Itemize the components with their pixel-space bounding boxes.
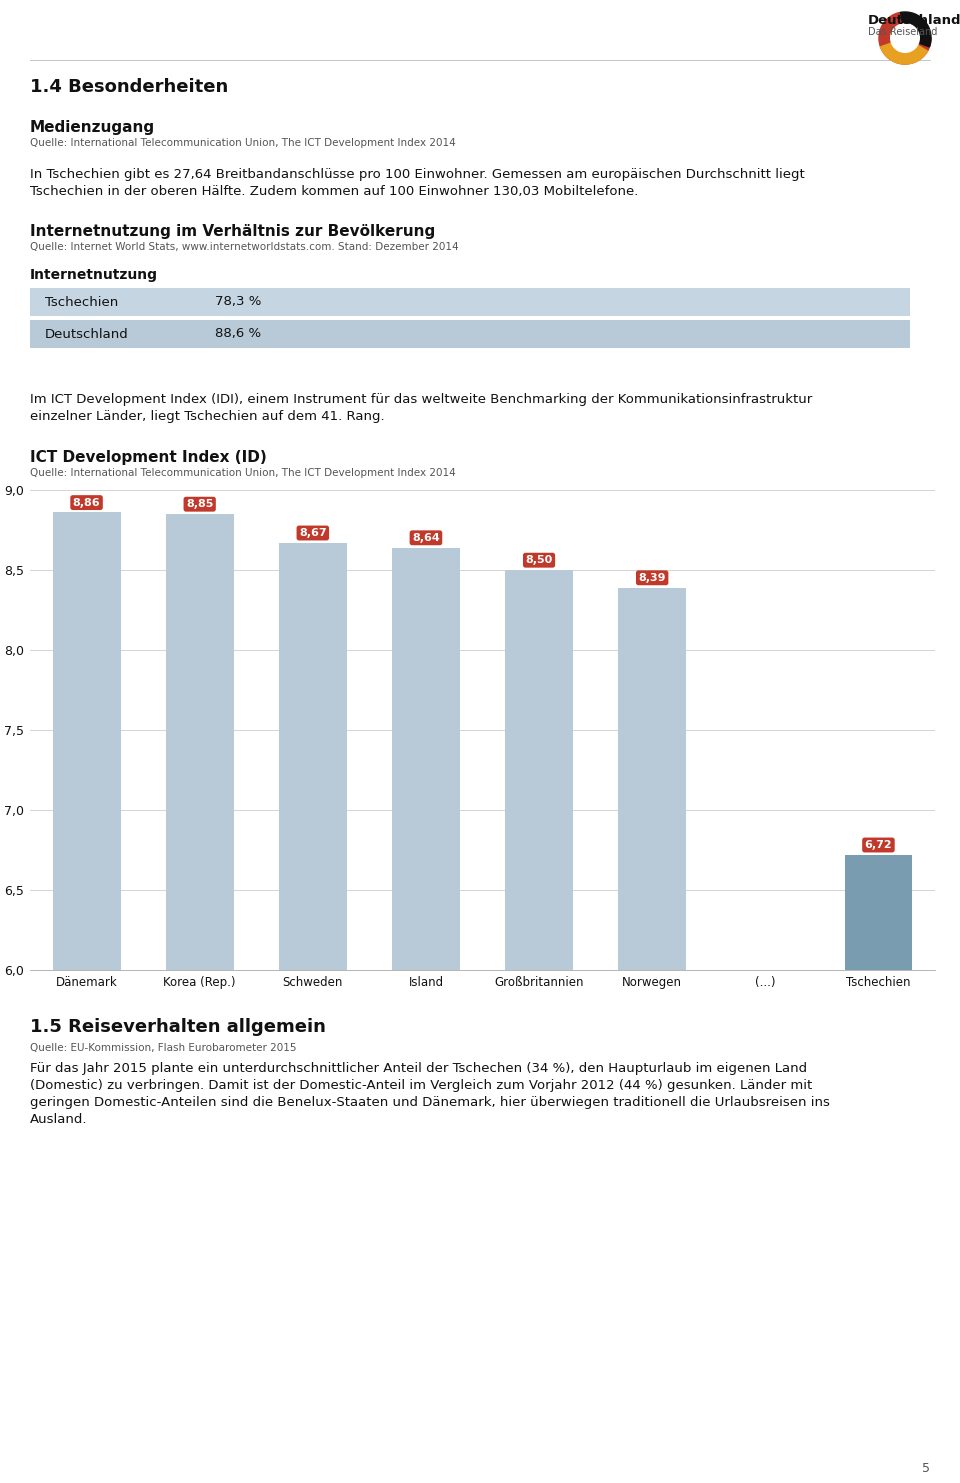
Text: 8,39: 8,39 <box>638 572 666 583</box>
Text: 8,50: 8,50 <box>525 555 553 565</box>
Text: Internetnutzung: Internetnutzung <box>30 268 158 282</box>
Text: Im ICT Development Index (IDI), einem Instrument für das weltweite Benchmarking : Im ICT Development Index (IDI), einem In… <box>30 393 812 406</box>
Text: Deutschland: Deutschland <box>868 13 960 27</box>
Text: Für das Jahr 2015 plante ein unterdurchschnittlicher Anteil der Tschechen (34 %): Für das Jahr 2015 plante ein unterdurchs… <box>30 1062 807 1075</box>
Circle shape <box>891 24 920 52</box>
Bar <box>166 515 233 970</box>
Text: In Tschechien gibt es 27,64 Breitbandanschlüsse pro 100 Einwohner. Gemessen am e: In Tschechien gibt es 27,64 Breitbandans… <box>30 168 804 181</box>
Bar <box>53 513 121 970</box>
Text: 8,85: 8,85 <box>186 500 213 509</box>
Bar <box>278 543 347 970</box>
Text: Quelle: International Telecommunication Union, The ICT Development Index 2014: Quelle: International Telecommunication … <box>30 138 456 148</box>
Text: Ausland.: Ausland. <box>30 1114 87 1126</box>
Wedge shape <box>879 12 931 64</box>
Text: Quelle: EU-Kommission, Flash Eurobarometer 2015: Quelle: EU-Kommission, Flash Eurobaromet… <box>30 1043 297 1053</box>
Text: 88,6 %: 88,6 % <box>215 328 261 341</box>
Text: 6,72: 6,72 <box>865 839 892 850</box>
Text: Tschechien: Tschechien <box>45 295 118 308</box>
Text: Quelle: Internet World Stats, www.internetworldstats.com. Stand: Dezember 2014: Quelle: Internet World Stats, www.intern… <box>30 242 459 252</box>
Bar <box>845 854 912 970</box>
Text: 78,3 %: 78,3 % <box>215 295 261 308</box>
Text: geringen Domestic-Anteilen sind die Benelux-Staaten und Dänemark, hier überwiege: geringen Domestic-Anteilen sind die Bene… <box>30 1096 829 1109</box>
Bar <box>30 320 910 349</box>
Text: Medienzugang: Medienzugang <box>30 120 156 135</box>
Text: Deutschland: Deutschland <box>45 328 129 341</box>
Text: 8,67: 8,67 <box>299 528 326 538</box>
Circle shape <box>879 12 931 64</box>
Text: 8,64: 8,64 <box>412 532 440 543</box>
Text: Tschechien in der oberen Hälfte. Zudem kommen auf 100 Einwohner 130,03 Mobiltele: Tschechien in der oberen Hälfte. Zudem k… <box>30 185 638 199</box>
Text: Das Reiseland: Das Reiseland <box>868 27 937 37</box>
Bar <box>505 569 573 970</box>
Text: 5: 5 <box>922 1462 930 1476</box>
Wedge shape <box>880 39 927 64</box>
Text: 1.4 Besonderheiten: 1.4 Besonderheiten <box>30 79 228 96</box>
Text: 1.5 Reiseverhalten allgemein: 1.5 Reiseverhalten allgemein <box>30 1017 325 1037</box>
Text: Internetnutzung im Verhältnis zur Bevölkerung: Internetnutzung im Verhältnis zur Bevölk… <box>30 224 435 239</box>
Bar <box>392 547 460 970</box>
Bar <box>30 288 910 316</box>
Wedge shape <box>900 12 931 47</box>
Text: einzelner Länder, liegt Tschechien auf dem 41. Rang.: einzelner Länder, liegt Tschechien auf d… <box>30 409 385 423</box>
Bar <box>618 587 686 970</box>
Text: ICT Development Index (ID): ICT Development Index (ID) <box>30 449 267 466</box>
Text: Quelle: International Telecommunication Union, The ICT Development Index 2014: Quelle: International Telecommunication … <box>30 469 456 478</box>
Text: 8,86: 8,86 <box>73 498 101 507</box>
Text: (Domestic) zu verbringen. Damit ist der Domestic-Anteil im Vergleich zum Vorjahr: (Domestic) zu verbringen. Damit ist der … <box>30 1080 812 1091</box>
